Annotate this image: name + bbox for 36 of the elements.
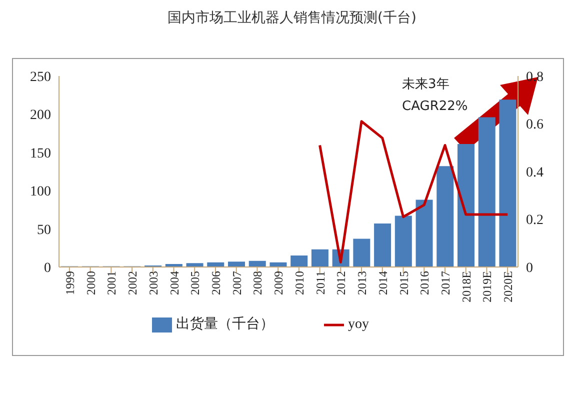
x-tick-label: 2003 bbox=[146, 271, 160, 295]
y-tick-label: 200 bbox=[30, 108, 51, 124]
x-tick-label: 2010 bbox=[292, 271, 306, 295]
y2-tick-label: 0.6 bbox=[526, 118, 544, 133]
legend-label: yoy bbox=[348, 317, 369, 332]
legend-label: 出货量（千台） bbox=[176, 317, 274, 332]
x-tick-label: 2016 bbox=[418, 271, 432, 295]
y-tick-label: 100 bbox=[30, 184, 51, 200]
x-tick-label: 2013 bbox=[355, 271, 370, 295]
chart-title: 国内市场工业机器人销售情况预测(千台) bbox=[166, 9, 418, 28]
x-tick-label: 2014 bbox=[376, 271, 390, 295]
x-tick-label: 2001 bbox=[104, 271, 119, 295]
x-tick-label: 2011 bbox=[313, 271, 328, 295]
x-tick-label: 2009 bbox=[272, 271, 286, 295]
y-tick-label: 0 bbox=[44, 260, 51, 276]
x-tick-label: 2017 bbox=[438, 271, 452, 295]
y2-tick-label: 0.4 bbox=[526, 165, 544, 180]
x-tick-label: 2018E bbox=[459, 271, 474, 302]
y2-tick-label: 0.2 bbox=[526, 213, 544, 228]
x-tick-label: 2006 bbox=[208, 271, 223, 295]
x-tick-label: 2004 bbox=[167, 271, 182, 295]
x-tick-label: 2007 bbox=[230, 271, 244, 295]
x-tick-label: 2020E bbox=[501, 271, 516, 302]
y-tick-label: 250 bbox=[30, 70, 51, 85]
annotation: 未来3年 CAGR22% bbox=[402, 76, 468, 116]
y-tick-label: 150 bbox=[30, 146, 51, 162]
x-tick-label: 2012 bbox=[334, 271, 348, 295]
x-tick-label: 2019E bbox=[480, 271, 494, 302]
x-tick-label: 2000 bbox=[84, 271, 98, 295]
x-tick-label: 2015 bbox=[396, 271, 411, 295]
y2-tick-label: 0 bbox=[526, 260, 533, 276]
x-tick-label: 1999 bbox=[62, 271, 77, 295]
x-tick-label: 2005 bbox=[188, 271, 202, 295]
x-tick-label: 2002 bbox=[126, 271, 140, 295]
x-tick-label: 2008 bbox=[250, 271, 265, 295]
y-tick-label: 50 bbox=[37, 222, 51, 238]
